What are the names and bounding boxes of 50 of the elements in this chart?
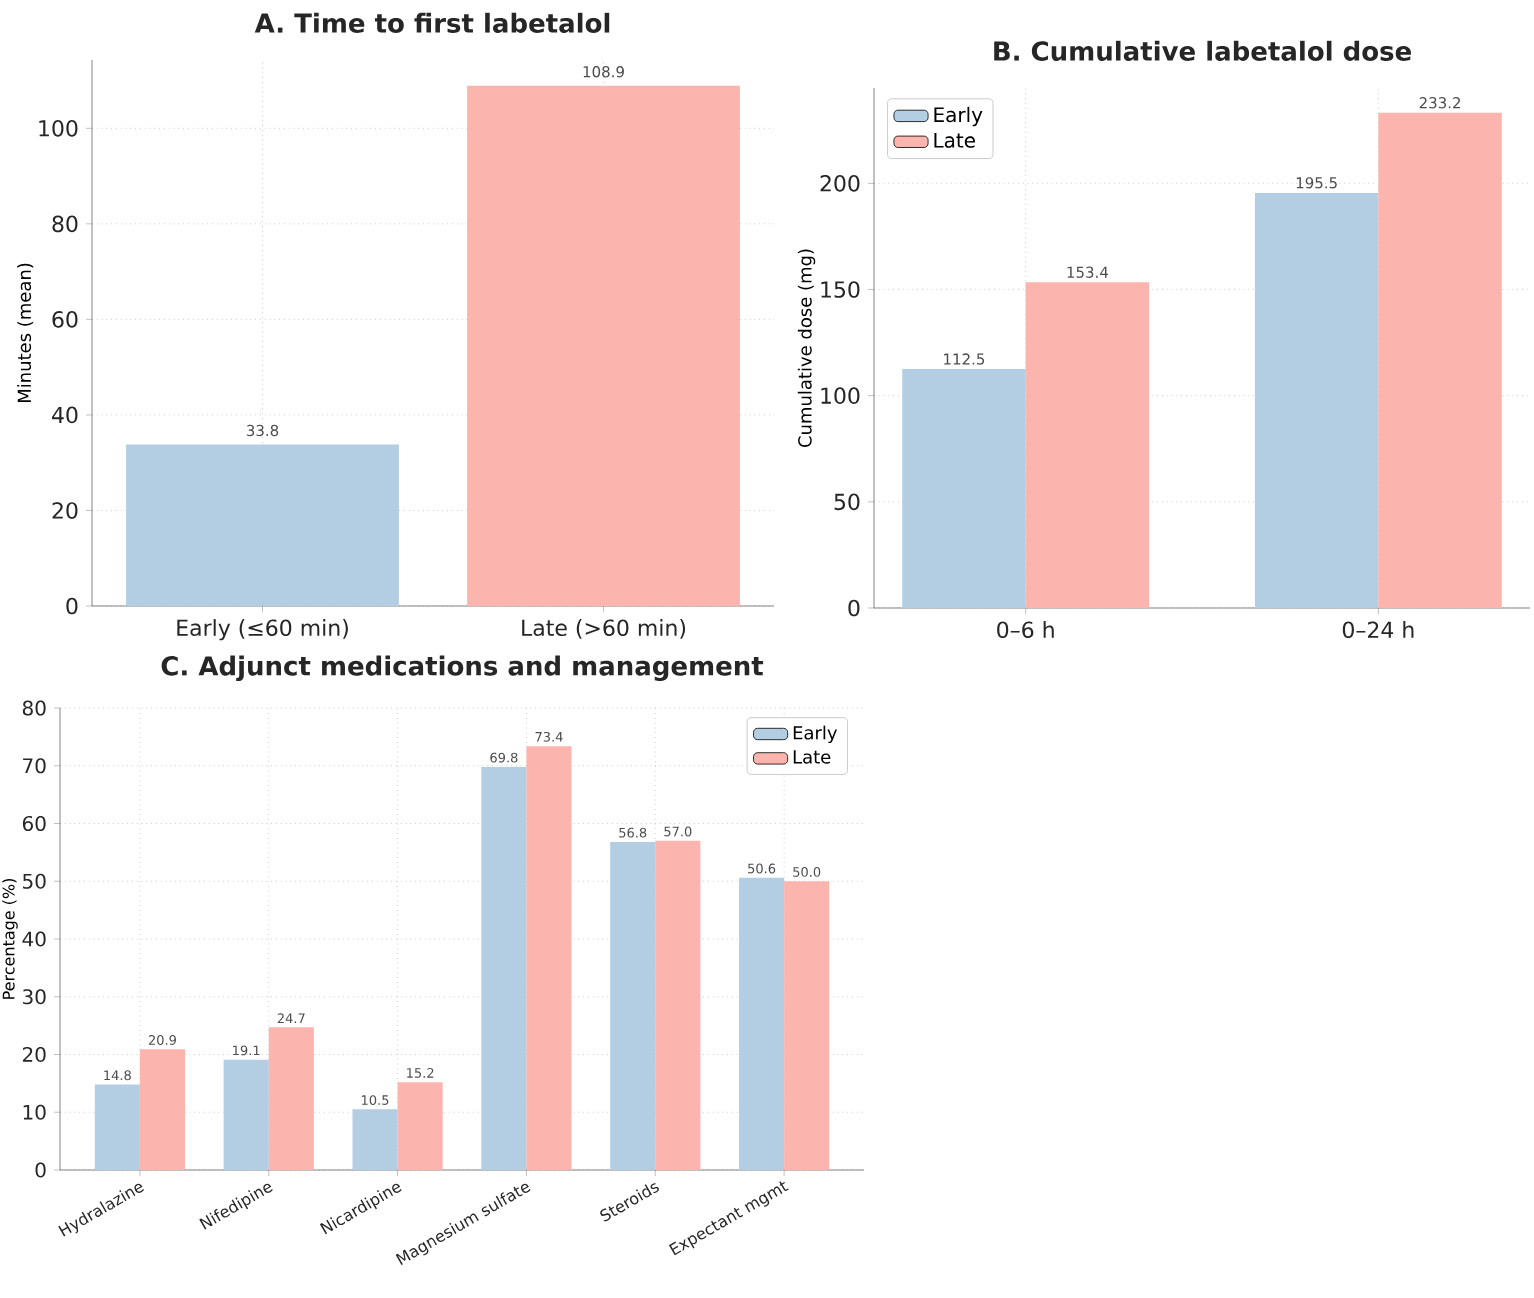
y-axis-title: Cumulative dose (mg): [797, 249, 816, 448]
y-tick-label: 80: [22, 700, 46, 716]
y-tick-label: 0: [848, 599, 860, 617]
legend-label: Early: [793, 725, 838, 744]
y-tick-label: 40: [52, 406, 78, 424]
y-tick-label: 60: [22, 815, 46, 832]
bar: [397, 1082, 443, 1170]
y-tick-label: 80: [52, 215, 78, 233]
y-tick-label: 50: [834, 493, 860, 511]
bar: [94, 1084, 140, 1170]
chart-title: A. Time to first labetalol: [254, 12, 610, 33]
y-tick-label: 0: [66, 597, 78, 615]
y-tick-label: 40: [22, 931, 46, 947]
x-tick-label: Early (≤60 min): [177, 619, 348, 641]
bar: [610, 841, 656, 1170]
bar: [655, 840, 701, 1170]
y-tick-label: 70: [23, 758, 46, 774]
chart-title: B. Cumulative labetalol dose: [994, 40, 1411, 61]
y-tick-label: 20: [52, 502, 78, 519]
bar: [223, 1059, 269, 1170]
y-tick-label: 100: [821, 387, 860, 404]
y-tick-label: 0: [35, 1162, 46, 1178]
bar: [1025, 282, 1150, 608]
bar: [902, 369, 1026, 608]
bar: [481, 766, 527, 1170]
y-tick-label: 60: [52, 311, 78, 328]
y-tick-label: 20: [22, 1046, 46, 1063]
x-tick-label: 0–24 h: [1342, 621, 1414, 639]
legend-label: Late: [793, 750, 831, 764]
y-tick-label: 10: [23, 1104, 46, 1120]
bar: [268, 1027, 314, 1170]
bar: [1378, 112, 1502, 608]
x-tick-label: 0–6 h: [997, 621, 1054, 639]
y-tick-label: 50: [23, 873, 46, 889]
y-axis-title: Percentage (%): [2, 879, 18, 999]
y-tick-label: 200: [820, 175, 860, 192]
bar: [739, 877, 785, 1170]
bar: [784, 881, 830, 1170]
legend-label: Late: [934, 132, 975, 148]
legend-label: Early: [934, 106, 983, 127]
bar: [1254, 192, 1379, 608]
bar: [526, 746, 572, 1170]
y-tick-label: 150: [821, 281, 860, 298]
chart-title: C. Adjunct medications and management: [161, 655, 764, 681]
bar: [352, 1109, 398, 1170]
x-tick-label: Late (>60 min): [522, 619, 686, 639]
y-tick-label: 100: [39, 120, 78, 137]
y-axis-title: Minutes (mean): [17, 263, 34, 403]
bar: [139, 1049, 185, 1170]
y-tick-label: 30: [23, 989, 46, 1005]
